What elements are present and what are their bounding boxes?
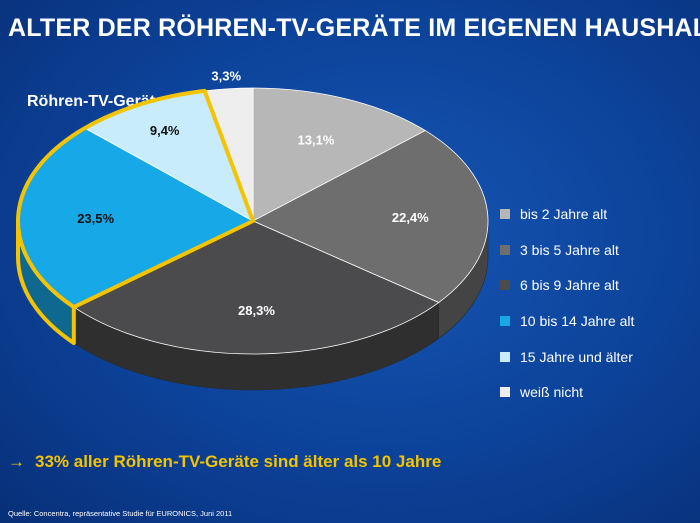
legend-swatch xyxy=(500,387,510,398)
legend-swatch xyxy=(500,244,510,255)
legend-label: weiß nicht xyxy=(520,384,584,401)
pie-value-label: 9,4% xyxy=(150,123,180,138)
legend-swatch xyxy=(500,351,510,362)
legend-label: bis 2 Jahre alt xyxy=(520,205,608,222)
takeaway-note: → 33% aller Röhren-TV-Geräte sind älter a… xyxy=(8,452,441,472)
highlight-outline xyxy=(16,88,255,310)
legend-label: 10 bis 14 Jahre alt xyxy=(520,312,635,329)
legend-item: 15 Jahre und älter xyxy=(500,339,634,375)
legend-item: weiß nicht xyxy=(500,374,634,410)
chart-legend: bis 2 Jahre alt 3 bis 5 Jahre alt 6 bis … xyxy=(500,196,634,410)
pie-slice xyxy=(73,220,440,355)
highlight-side-outline xyxy=(16,221,76,346)
legend-label: 6 bis 9 Jahre alt xyxy=(520,277,619,294)
pie-value-label: 28,3% xyxy=(238,303,275,318)
pie-value-label: 3,3% xyxy=(211,68,241,83)
page-title: ALTER DER RÖHREN-TV-GERÄTE IM EIGENEN HA… xyxy=(8,14,700,42)
legend-label: 3 bis 5 Jahre alt xyxy=(520,241,619,258)
legend-item: bis 2 Jahre alt xyxy=(500,196,634,232)
legend-swatch xyxy=(500,315,510,326)
pie-slice xyxy=(252,130,489,303)
legend-swatch xyxy=(500,208,510,219)
pie-slice xyxy=(252,87,427,222)
legend-item: 10 bis 14 Jahre alt xyxy=(500,303,634,339)
legend-swatch xyxy=(500,280,510,291)
pie-value-label: 23,5% xyxy=(77,211,114,226)
arrow-right-icon: → xyxy=(8,452,25,471)
takeaway-text: 33% aller Röhren-TV-Geräte sind älter al… xyxy=(35,452,442,471)
source-note: Quelle: Concentra, repräsentative Studie… xyxy=(8,509,233,518)
pie-value-label: 13,1% xyxy=(298,132,335,147)
legend-item: 6 bis 9 Jahre alt xyxy=(500,267,634,303)
legend-label: 15 Jahre und älter xyxy=(520,348,633,365)
pie-value-label: 22,4% xyxy=(392,210,429,225)
legend-item: 3 bis 5 Jahre alt xyxy=(500,232,634,268)
